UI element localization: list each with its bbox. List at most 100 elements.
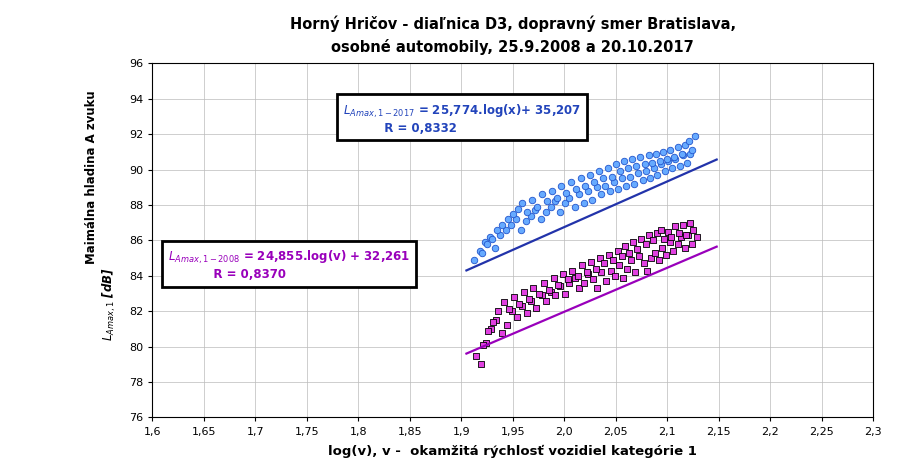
Point — [531, 290, 545, 298]
Point — [597, 175, 611, 182]
Point — [493, 231, 508, 239]
Point — [544, 203, 558, 210]
Point — [635, 176, 649, 184]
Point — [657, 235, 671, 243]
Point — [627, 180, 641, 188]
Point — [614, 253, 629, 260]
Point — [649, 171, 664, 179]
Point — [598, 182, 613, 189]
Point — [564, 178, 579, 186]
Point — [528, 207, 543, 214]
Point — [524, 212, 538, 219]
Point — [608, 160, 623, 168]
Point — [554, 182, 569, 189]
Point — [634, 235, 649, 243]
Point — [660, 155, 675, 163]
Point — [640, 267, 654, 274]
Text: $L_{Amax,1}$ [dB]: $L_{Amax,1}$ [dB] — [100, 267, 118, 341]
Point — [568, 203, 582, 210]
Point — [615, 274, 630, 281]
Point — [673, 162, 687, 170]
Point — [509, 313, 524, 320]
Point — [548, 198, 562, 205]
Point — [575, 262, 589, 269]
Point — [656, 148, 670, 156]
Point — [562, 194, 577, 202]
Point — [621, 164, 635, 172]
Point — [605, 256, 620, 264]
Point — [603, 187, 617, 195]
Point — [529, 304, 544, 312]
Point — [677, 141, 692, 149]
Point — [639, 167, 653, 175]
Point — [530, 203, 544, 210]
Point — [505, 307, 519, 315]
Point — [670, 143, 684, 150]
Point — [534, 215, 548, 223]
Point — [517, 288, 531, 296]
Point — [658, 167, 673, 175]
Point — [639, 240, 653, 248]
Point — [565, 267, 579, 274]
Point — [503, 221, 518, 228]
Point — [590, 284, 605, 292]
Point — [520, 208, 535, 216]
Point — [475, 341, 490, 349]
Point — [535, 191, 549, 198]
Point — [579, 269, 594, 276]
Point — [501, 306, 516, 313]
Point — [617, 157, 631, 165]
Point — [683, 150, 697, 158]
Point — [524, 297, 538, 305]
Point — [613, 167, 627, 175]
Point — [679, 231, 693, 239]
Point — [577, 200, 591, 207]
Point — [607, 272, 622, 280]
Point — [510, 205, 525, 212]
Point — [495, 329, 509, 336]
Point — [512, 300, 527, 308]
Point — [488, 244, 502, 251]
Point — [481, 327, 495, 334]
Point — [551, 281, 565, 289]
Point — [548, 291, 562, 299]
Point — [664, 233, 678, 241]
Point — [648, 249, 662, 257]
Point — [580, 187, 595, 195]
Point — [649, 229, 664, 237]
Point — [653, 157, 667, 165]
Point — [612, 262, 626, 269]
Point — [624, 256, 639, 264]
Point — [642, 175, 657, 182]
Point — [584, 258, 598, 265]
Point — [562, 276, 576, 283]
Point — [611, 185, 625, 193]
Point — [544, 187, 559, 195]
Point — [683, 219, 697, 227]
Point — [478, 238, 492, 246]
Point — [542, 286, 556, 294]
Point — [496, 298, 510, 306]
Point — [622, 249, 636, 257]
Point — [473, 247, 487, 255]
Point — [682, 138, 696, 145]
Point — [606, 178, 621, 186]
Point — [625, 155, 640, 163]
Point — [675, 221, 690, 228]
Point — [569, 185, 583, 193]
Point — [594, 269, 608, 276]
Point — [538, 208, 553, 216]
Point — [649, 150, 663, 158]
Point — [490, 226, 504, 234]
Point — [668, 155, 683, 163]
Point — [538, 297, 553, 305]
Point — [659, 251, 674, 258]
Point — [629, 162, 643, 170]
Point — [587, 178, 601, 186]
Point — [666, 164, 680, 172]
Point — [479, 339, 493, 347]
Point — [623, 173, 638, 181]
Point — [645, 159, 659, 166]
Point — [632, 253, 647, 260]
Point — [666, 247, 681, 255]
